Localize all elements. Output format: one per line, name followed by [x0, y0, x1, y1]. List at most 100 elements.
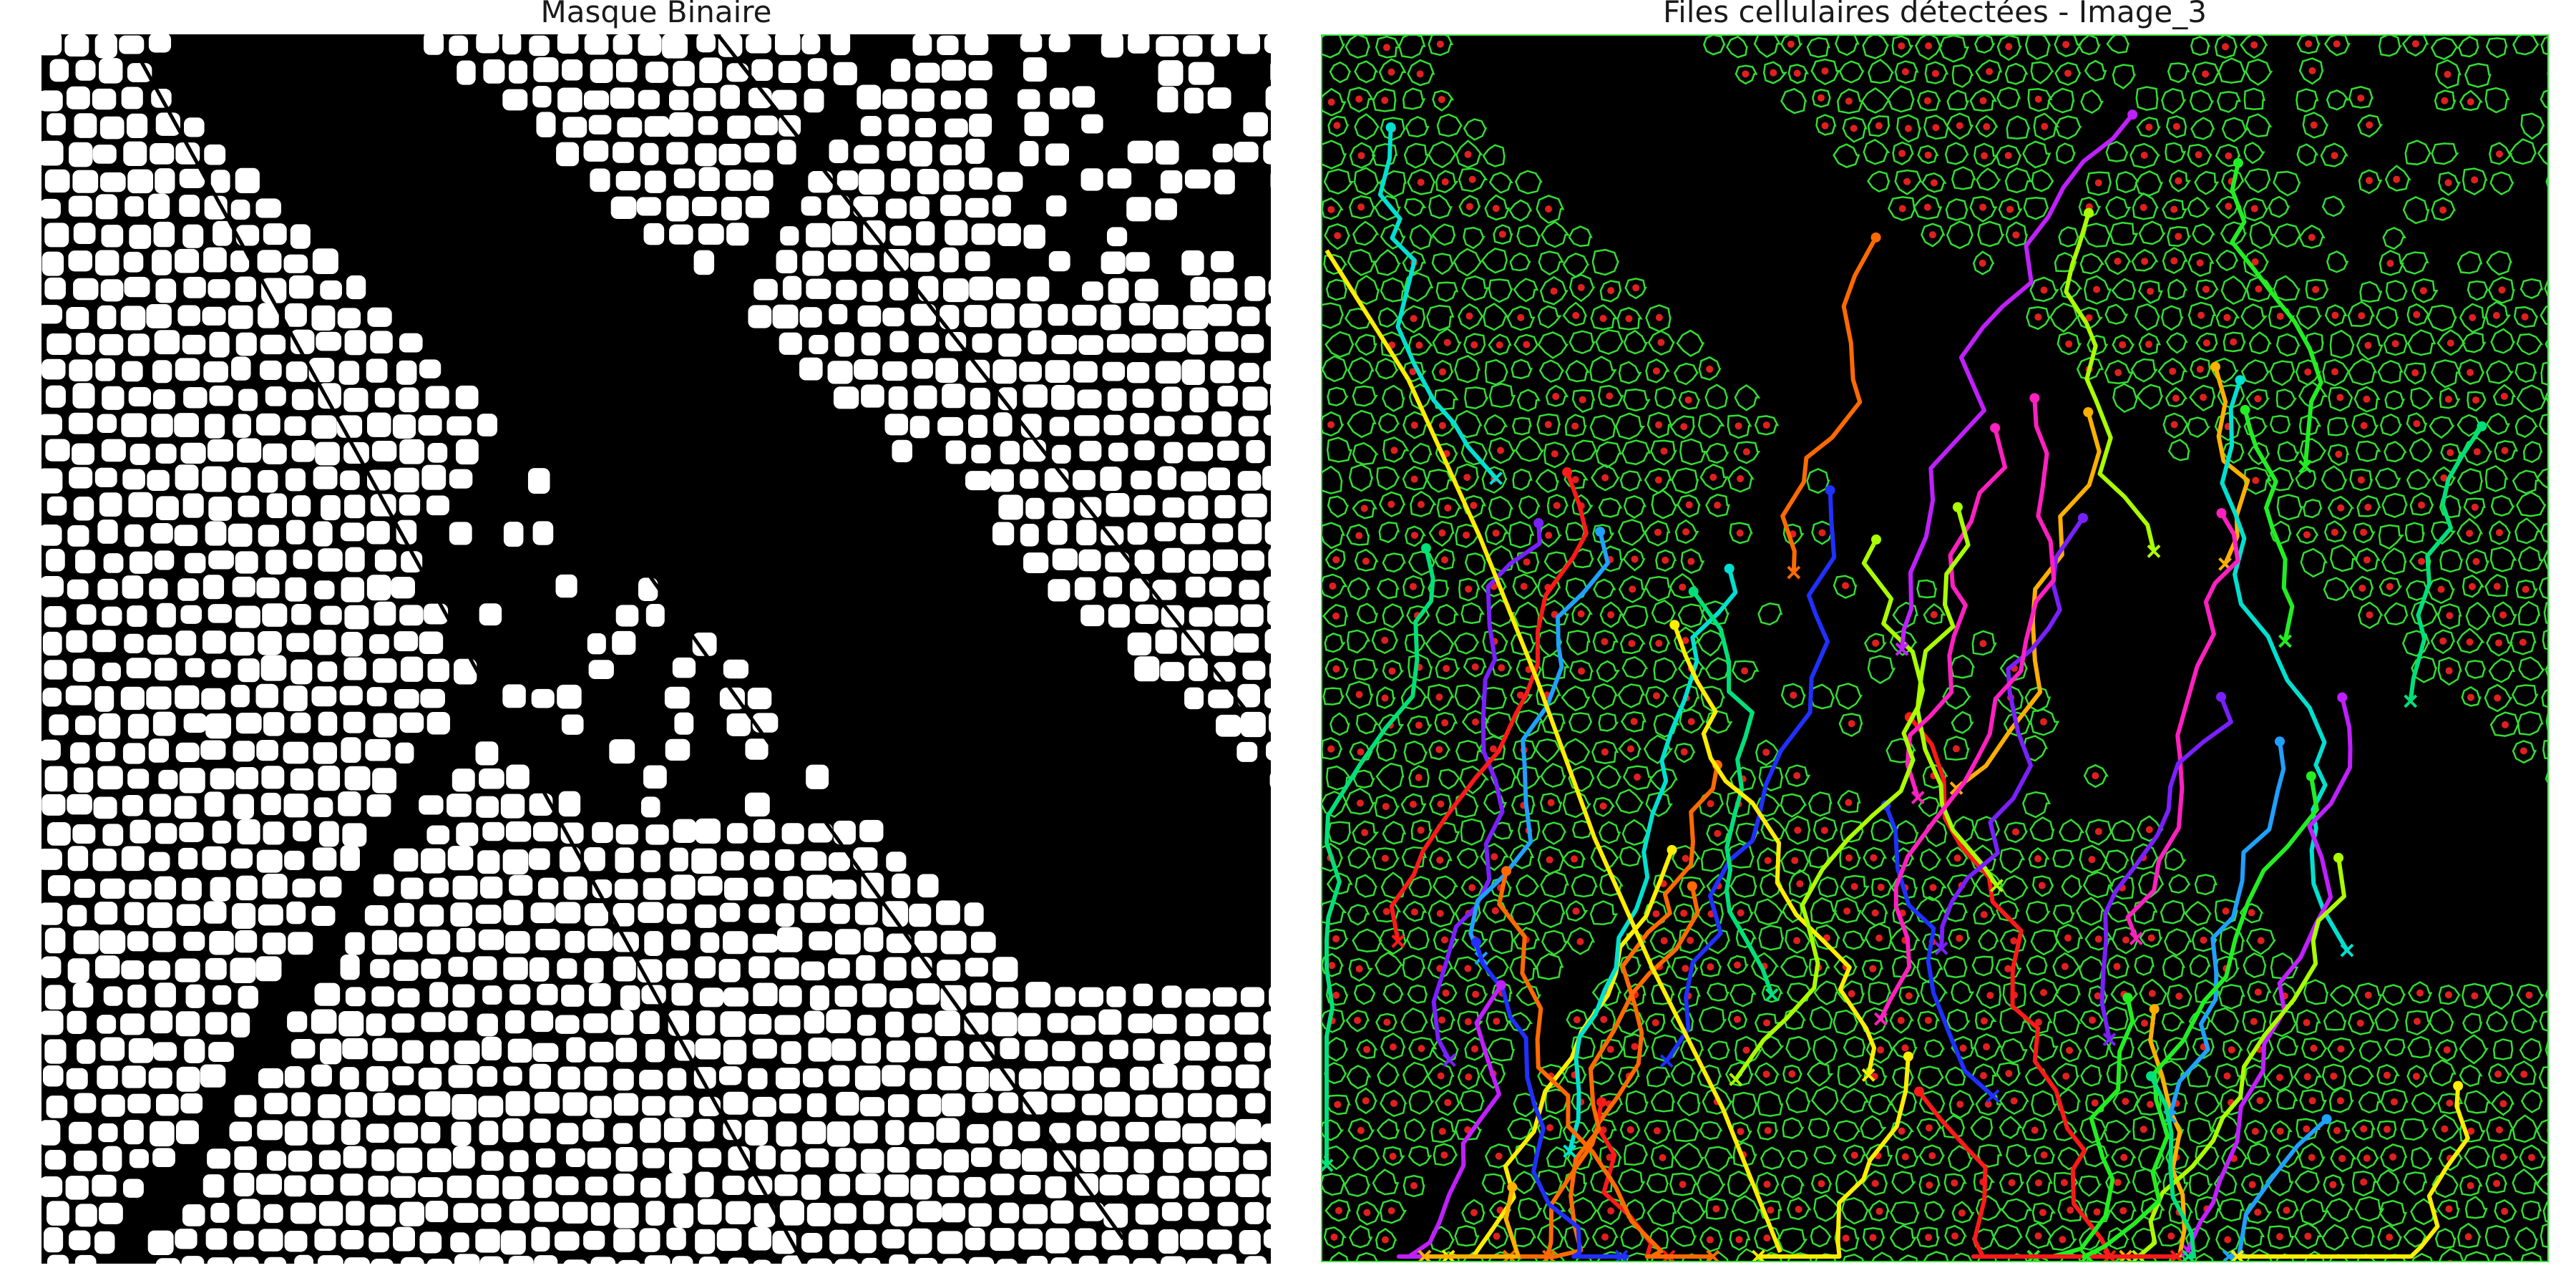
- file-start-dot-icon: [1724, 563, 1735, 574]
- file-start-dot-icon: [2146, 1070, 2157, 1081]
- file-start-dot-icon: [1595, 526, 1606, 537]
- file-start-dot-icon: [2149, 1004, 2160, 1015]
- cell-file: [2082, 776, 2319, 1259]
- cell-file: [1900, 113, 2135, 650]
- detected-files-panel: [1321, 34, 2549, 1262]
- file-end-x-icon: [2147, 545, 2161, 558]
- cell-file: [1377, 127, 1498, 480]
- cell-file: [1878, 398, 2057, 1020]
- file-end-x-icon: [2230, 1249, 2245, 1261]
- file-start-dot-icon: [2216, 691, 2227, 702]
- file-start-dot-icon: [1507, 1182, 1518, 1193]
- right-panel-title: Files cellulaires détectées - Image_3: [1663, 0, 2207, 29]
- file-end-x-icon: [1614, 1249, 1629, 1261]
- cell-file: [1939, 517, 2085, 949]
- file-start-dot-icon: [2077, 512, 2088, 523]
- cell-file: [2236, 1085, 2470, 1259]
- cell-file: [1905, 427, 2007, 799]
- cell-file: [1692, 590, 1775, 996]
- file-start-dot-icon: [2477, 421, 2487, 431]
- file-end-x-icon: [1873, 1012, 1888, 1026]
- cell-file: [2099, 696, 2233, 1040]
- file-start-dot-icon: [1913, 1086, 1924, 1097]
- file-start-dot-icon: [2321, 1114, 2332, 1125]
- mask-cells: [42, 34, 1271, 1264]
- cell-file: [2167, 741, 2286, 1118]
- cell-file: [1917, 1090, 2177, 1259]
- cell-file: [1908, 716, 2112, 1258]
- file-end-x-icon: [1861, 1068, 1875, 1082]
- file-end-x-icon: [1322, 1158, 1334, 1173]
- file-start-dot-icon: [1669, 620, 1680, 630]
- cell-file: [2185, 696, 2353, 1252]
- file-start-dot-icon: [1688, 586, 1699, 597]
- cell-files: [1322, 109, 2487, 1261]
- file-end-x-icon: [1706, 1249, 1720, 1261]
- file-end-x-icon: [2298, 459, 2313, 474]
- cell-file: [1780, 236, 1878, 573]
- file-end-x-icon: [2129, 932, 2143, 946]
- file-end-x-icon: [1911, 791, 1925, 804]
- file-start-dot-icon: [1871, 534, 1882, 545]
- file-start-dot-icon: [1990, 423, 2001, 434]
- binary-mask-panel: [42, 34, 1271, 1264]
- file-end-x-icon: [2080, 1249, 2094, 1261]
- file-start-dot-icon: [2210, 361, 2221, 372]
- cell-file: [1324, 249, 1782, 1254]
- file-end-x-icon: [1563, 1144, 1577, 1158]
- file-start-dot-icon: [1385, 122, 1396, 132]
- file-end-x-icon: [2340, 943, 2354, 957]
- file-end-x-icon: [1895, 642, 1909, 656]
- cell-file: [1474, 942, 1629, 1259]
- file-start-dot-icon: [1562, 467, 1573, 477]
- file-start-dot-icon: [1687, 881, 1697, 892]
- file-start-dot-icon: [2453, 1080, 2464, 1091]
- file-start-dot-icon: [2029, 393, 2040, 404]
- file-end-x-icon: [1787, 565, 1801, 580]
- cell-file: [1545, 764, 1719, 1259]
- file-end-x-icon: [1765, 987, 1779, 1002]
- file-start-dot-icon: [1952, 502, 1963, 512]
- cell-file: [1567, 567, 1738, 1152]
- file-end-x-icon: [2278, 634, 2292, 648]
- cell-file: [1734, 506, 1971, 1081]
- file-start-dot-icon: [1496, 980, 1506, 990]
- binary-mask-image: [42, 34, 1271, 1264]
- file-end-x-icon: [1729, 1073, 1743, 1086]
- detected-files-image: [1322, 36, 2547, 1261]
- file-end-x-icon: [1418, 1249, 1432, 1261]
- file-start-dot-icon: [2083, 407, 2094, 418]
- cell-file: [2137, 857, 2346, 1259]
- file-end-x-icon: [1986, 1089, 2000, 1103]
- file-start-dot-icon: [1870, 232, 1881, 243]
- cell-file: [1424, 1186, 1521, 1259]
- cell-file: [2230, 162, 2323, 467]
- cell-file: [2243, 409, 2295, 642]
- file-end-x-icon: [1751, 1249, 1765, 1261]
- file-end-x-icon: [2102, 1033, 2117, 1047]
- file-end-x-icon: [2404, 694, 2418, 708]
- cell-file: [1396, 984, 1503, 1259]
- cell-file: [1431, 522, 1542, 1062]
- cell-file: [1497, 870, 1713, 1259]
- cell-file: [1883, 804, 1995, 1098]
- file-start-dot-icon: [1825, 484, 1835, 495]
- cell-file: [1664, 489, 1837, 1063]
- file-end-x-icon: [2170, 1249, 2184, 1261]
- cell-contours: [1322, 36, 2547, 1261]
- file-start-dot-icon: [1903, 1051, 1913, 1062]
- file-end-x-icon: [1489, 471, 1503, 485]
- file-start-dot-icon: [2216, 508, 2227, 519]
- file-end-x-icon: [1659, 1054, 1674, 1068]
- file-start-dot-icon: [2240, 404, 2250, 415]
- file-end-x-icon: [1934, 941, 1948, 955]
- cell-file: [2064, 212, 2156, 552]
- file-start-dot-icon: [2084, 208, 2094, 218]
- file-end-x-icon: [1391, 934, 1405, 948]
- cell-file: [2125, 512, 2240, 940]
- file-start-dot-icon: [1420, 543, 1431, 554]
- left-panel-title: Masque Binaire: [540, 0, 772, 29]
- file-start-dot-icon: [2274, 736, 2285, 747]
- file-end-x-icon: [1990, 879, 2004, 893]
- file-start-dot-icon: [1470, 937, 1481, 947]
